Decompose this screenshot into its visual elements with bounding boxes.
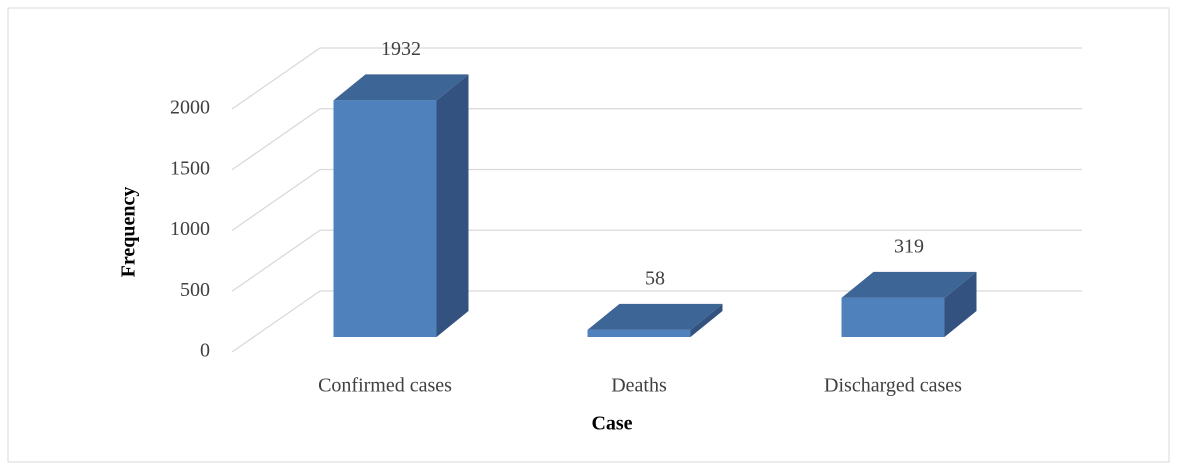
y-tick-label: 500 bbox=[180, 279, 210, 301]
y-tick-label: 1000 bbox=[170, 218, 210, 240]
bar-side bbox=[944, 271, 977, 337]
y-tick-label: 0 bbox=[200, 340, 210, 362]
chart-frame bbox=[7, 7, 1170, 463]
grid-line bbox=[231, 108, 1082, 171]
x-axis-title: Case bbox=[591, 413, 632, 435]
y-tick-label: 2000 bbox=[170, 97, 210, 119]
x-tick-label: Confirmed cases bbox=[318, 375, 452, 397]
bar-top bbox=[333, 74, 469, 101]
y-tick-label: 1500 bbox=[170, 157, 210, 179]
grid-line bbox=[231, 290, 1082, 353]
bar bbox=[587, 329, 691, 337]
bar-side bbox=[690, 303, 723, 337]
data-label: 319 bbox=[894, 236, 924, 258]
grid-line bbox=[231, 229, 1082, 292]
grid-line bbox=[231, 47, 1082, 110]
bar-top bbox=[587, 303, 723, 330]
bar bbox=[333, 100, 437, 337]
x-tick-label: Deaths bbox=[611, 375, 667, 397]
data-label: 58 bbox=[645, 267, 665, 289]
x-tick-label: Discharged cases bbox=[824, 375, 962, 397]
bar-top bbox=[841, 271, 977, 298]
bar bbox=[841, 297, 945, 337]
data-label: 1932 bbox=[381, 38, 421, 60]
bar-side bbox=[436, 74, 469, 337]
y-axis-title: Frequency bbox=[118, 187, 140, 278]
grid-line bbox=[231, 168, 1082, 232]
